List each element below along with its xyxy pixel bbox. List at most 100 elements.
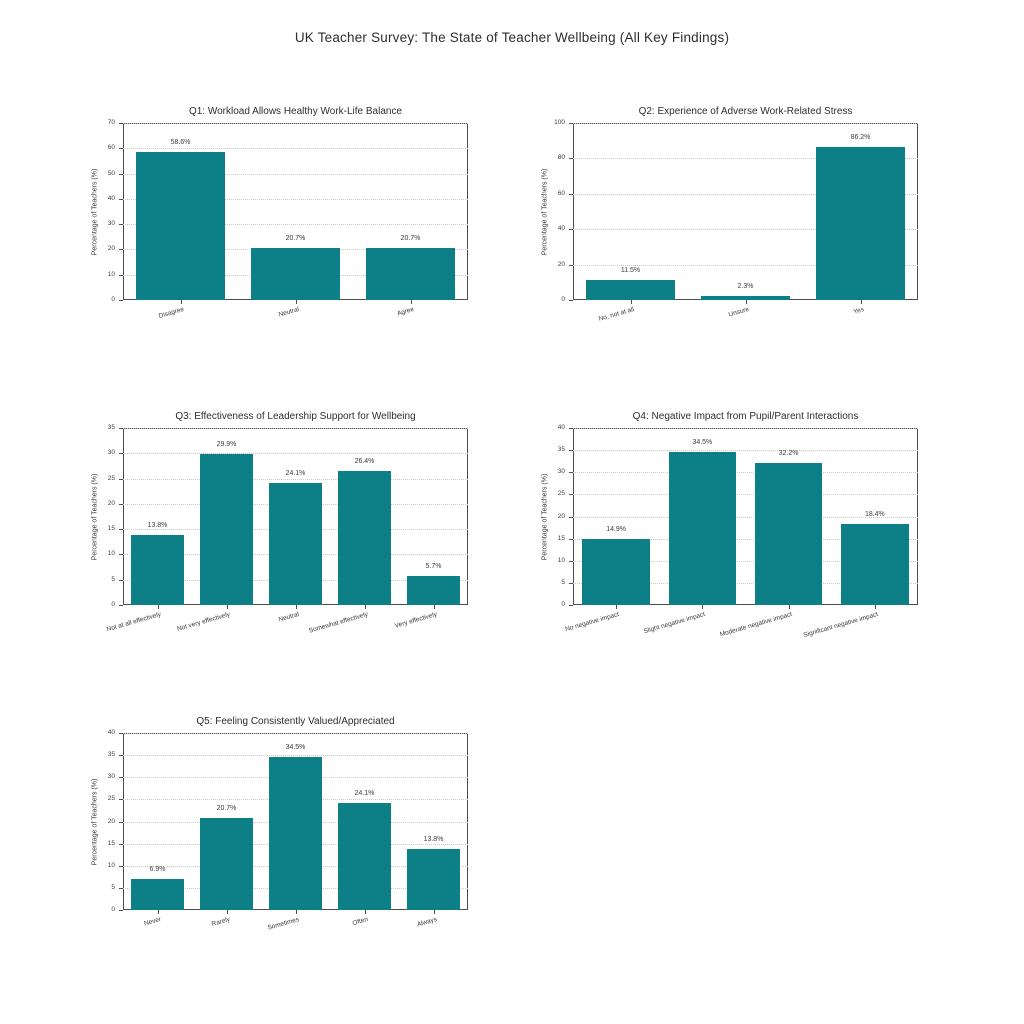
y-tick-mark bbox=[119, 554, 123, 556]
y-axis-label: Percentage of Teachers (%) bbox=[91, 168, 99, 255]
y-tick-mark bbox=[569, 123, 573, 124]
y-tick-label: 20 bbox=[557, 512, 565, 520]
y-tick-label: 30 bbox=[107, 220, 115, 228]
y-tick-label: 5 bbox=[111, 575, 115, 583]
y-tick-label: 0 bbox=[111, 296, 115, 303]
y-tick-mark bbox=[569, 158, 573, 160]
gridline bbox=[573, 193, 918, 195]
y-tick-label: 40 bbox=[557, 225, 565, 233]
y-tick-label: 20 bbox=[107, 499, 115, 507]
y-tick-label: 30 bbox=[557, 468, 565, 476]
figure-title: UK Teacher Survey: The State of Teacher … bbox=[294, 30, 730, 45]
bar-neutral bbox=[268, 483, 323, 605]
y-tick-label: 35 bbox=[107, 751, 115, 759]
x-tick-mark bbox=[788, 605, 790, 609]
y-tick-mark bbox=[119, 173, 123, 175]
y-tick-label: 100 bbox=[554, 119, 565, 126]
bar-no-negative-impact bbox=[582, 539, 650, 605]
bar-slight-negative-impact bbox=[668, 452, 736, 605]
y-tick-mark bbox=[569, 450, 573, 452]
chart-q3: Q3: Effectiveness of Leadership Support … bbox=[92, 411, 468, 635]
y-axis-label: Percentage of Teachers (%) bbox=[91, 473, 99, 560]
gridline bbox=[573, 229, 918, 231]
bar-disagree bbox=[135, 151, 226, 300]
y-tick-label: 10 bbox=[557, 556, 565, 564]
y-tick-mark bbox=[119, 503, 123, 505]
gridline bbox=[573, 123, 918, 124]
bar-value-label: 20.7% bbox=[216, 805, 237, 813]
x-tick-mark bbox=[364, 910, 366, 914]
y-axis-label: Percentage of Teachers (%) bbox=[541, 168, 549, 255]
y-tick-mark bbox=[569, 428, 573, 429]
gridline bbox=[123, 733, 468, 734]
bar-often bbox=[337, 803, 392, 910]
x-tick-mark bbox=[295, 910, 297, 914]
bar-value-label: 11.5% bbox=[620, 266, 641, 274]
bar-sometimes bbox=[268, 757, 323, 910]
bar-never bbox=[130, 879, 185, 910]
y-tick-mark bbox=[119, 224, 123, 226]
y-tick-mark bbox=[569, 264, 573, 266]
x-tick-mark bbox=[745, 300, 747, 304]
y-tick-mark bbox=[119, 865, 123, 867]
chart-q5: Q5: Feeling Consistently Valued/Apprecia… bbox=[92, 716, 468, 932]
x-tick-mark bbox=[616, 605, 618, 609]
bar-somewhat-effectively bbox=[337, 471, 392, 605]
y-tick-label: 25 bbox=[107, 474, 115, 482]
y-tick-mark bbox=[119, 777, 123, 779]
bar-moderate-negative-impact bbox=[754, 462, 823, 605]
bar-not-at-all-effectively bbox=[130, 535, 185, 605]
y-tick-label: 35 bbox=[557, 446, 565, 454]
gridline bbox=[573, 516, 918, 518]
y-tick-label: 0 bbox=[561, 296, 565, 303]
bar-always bbox=[406, 848, 461, 910]
x-tick-mark bbox=[433, 910, 435, 914]
gridline bbox=[123, 478, 468, 480]
bar-neutral bbox=[250, 247, 341, 300]
y-tick-label: 80 bbox=[557, 154, 565, 162]
y-tick-mark bbox=[119, 605, 123, 606]
x-tick-mark bbox=[410, 300, 412, 304]
bar-value-label: 24.1% bbox=[354, 790, 375, 798]
y-tick-mark bbox=[119, 478, 123, 480]
x-tick-mark bbox=[295, 300, 297, 304]
bar-no-not-at-all bbox=[585, 279, 676, 300]
bar-value-label: 32.2% bbox=[778, 449, 799, 457]
gridline bbox=[573, 472, 918, 474]
y-tick-label: 0 bbox=[561, 601, 565, 608]
y-tick-mark bbox=[119, 249, 123, 251]
y-tick-label: 0 bbox=[111, 906, 115, 913]
y-tick-label: 30 bbox=[107, 773, 115, 781]
y-tick-label: 15 bbox=[557, 534, 565, 542]
y-tick-mark bbox=[569, 193, 573, 195]
y-tick-mark bbox=[569, 582, 573, 584]
gridline bbox=[573, 494, 918, 496]
bar-value-label: 24.1% bbox=[285, 470, 306, 478]
bar-value-label: 26.4% bbox=[354, 458, 375, 466]
bar-value-label: 29.9% bbox=[216, 440, 237, 448]
gridline bbox=[573, 538, 918, 540]
y-tick-label: 15 bbox=[107, 839, 115, 847]
gridline bbox=[573, 450, 918, 452]
bar-value-label: 13.8% bbox=[423, 835, 444, 843]
bar-value-label: 5.7% bbox=[425, 563, 442, 571]
y-tick-mark bbox=[119, 428, 123, 429]
x-tick-mark bbox=[874, 605, 876, 609]
y-tick-label: 15 bbox=[107, 525, 115, 533]
x-tick-mark bbox=[433, 605, 435, 609]
y-tick-mark bbox=[569, 516, 573, 518]
y-tick-label: 25 bbox=[107, 795, 115, 803]
bar-value-label: 6.9% bbox=[149, 866, 166, 874]
gridline bbox=[123, 428, 468, 429]
bar-value-label: 20.7% bbox=[400, 234, 421, 242]
bar-not-very-effectively bbox=[199, 453, 254, 605]
y-tick-label: 35 bbox=[107, 424, 115, 431]
bar-value-label: 34.5% bbox=[692, 439, 713, 447]
gridline bbox=[573, 582, 918, 584]
y-tick-mark bbox=[569, 494, 573, 496]
y-tick-label: 60 bbox=[557, 189, 565, 197]
y-tick-mark bbox=[119, 300, 123, 301]
y-tick-label: 10 bbox=[107, 270, 115, 278]
gridline bbox=[123, 755, 468, 757]
